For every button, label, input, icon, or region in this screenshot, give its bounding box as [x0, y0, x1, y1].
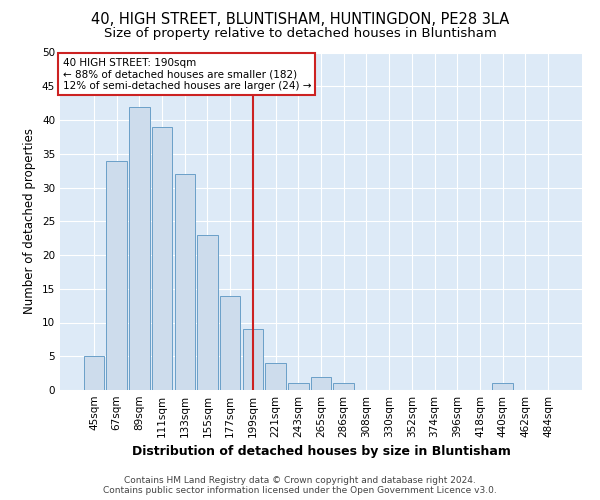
Bar [493, 383, 513, 390]
Text: Size of property relative to detached houses in Bluntisham: Size of property relative to detached ho… [104, 28, 496, 40]
X-axis label: Distribution of detached houses by size in Bluntisham: Distribution of detached houses by size … [131, 446, 511, 458]
Bar [242, 329, 263, 390]
Text: 40, HIGH STREET, BLUNTISHAM, HUNTINGDON, PE28 3LA: 40, HIGH STREET, BLUNTISHAM, HUNTINGDON,… [91, 12, 509, 28]
Bar [152, 126, 172, 390]
Bar [197, 235, 218, 390]
Bar [106, 160, 127, 390]
Bar [288, 383, 308, 390]
Y-axis label: Number of detached properties: Number of detached properties [23, 128, 37, 314]
Bar [129, 106, 149, 390]
Bar [220, 296, 241, 390]
Bar [84, 356, 104, 390]
Bar [175, 174, 195, 390]
Bar [265, 363, 286, 390]
Text: 40 HIGH STREET: 190sqm
← 88% of detached houses are smaller (182)
12% of semi-de: 40 HIGH STREET: 190sqm ← 88% of detached… [62, 58, 311, 91]
Bar [311, 376, 331, 390]
Bar [334, 383, 354, 390]
Text: Contains HM Land Registry data © Crown copyright and database right 2024.
Contai: Contains HM Land Registry data © Crown c… [103, 476, 497, 495]
